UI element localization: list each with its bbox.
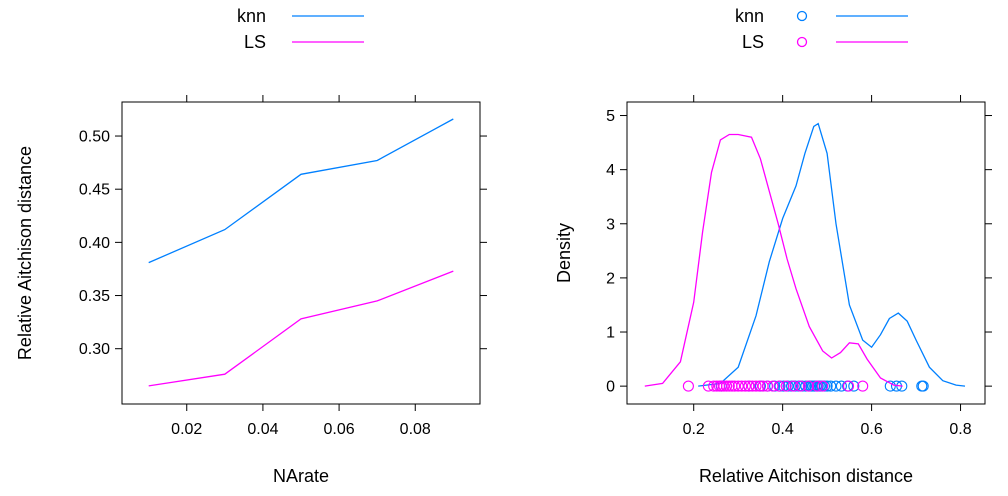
right-point-ls — [767, 380, 779, 392]
left-x-tick-label: 0.06 — [324, 421, 355, 438]
right-point-knn — [917, 380, 929, 392]
right-legend-label-ls: LS — [742, 32, 764, 52]
left-x-axis-label: NArate — [273, 466, 329, 486]
right-point-knn — [848, 380, 860, 392]
right-point-ls — [718, 380, 730, 392]
right-x-tick-label: 0.2 — [683, 421, 705, 438]
right-point-ls — [802, 380, 814, 392]
right-point-ls — [723, 380, 735, 392]
left-y-tick-label: 0.45 — [79, 182, 110, 199]
right-point-ls — [761, 380, 774, 392]
right-point-knn — [830, 380, 842, 392]
left-y-tick-label: 0.35 — [79, 288, 110, 305]
left-chart: knn LS 0.02 0.04 0.06 0.08 0.30 0.35 0.40 0.45… — [15, 6, 487, 486]
right-point-ls — [732, 380, 744, 392]
right-y-tick-label: 1 — [606, 325, 615, 342]
right-y-tick-label: 5 — [606, 108, 615, 125]
left-y-tick-label: 0.30 — [79, 341, 110, 358]
right-legend-marker-knn — [796, 10, 808, 22]
right-y-tick-label: 2 — [606, 270, 615, 287]
right-point-ls — [780, 380, 792, 392]
right-series-line-knn — [698, 122, 966, 387]
right-x-tick-label: 0.4 — [772, 421, 794, 438]
right-point-knn — [842, 380, 854, 392]
right-x-tick-label: 0.6 — [860, 421, 882, 438]
left-legend-label-ls: LS — [244, 32, 266, 52]
right-series-line-ls — [644, 133, 903, 387]
right-point-ls — [787, 380, 799, 392]
right-x-tick-label: 0.8 — [949, 421, 971, 438]
right-point-ls — [842, 380, 855, 392]
right-point-ls — [753, 380, 766, 392]
left-series-line-ls — [148, 270, 454, 387]
left-x-tick-label: 0.04 — [247, 421, 278, 438]
right-chart: knn LS 0.2 0.4 0.6 0.8 0 1 2 3 4 5 Relative Aitc… — [554, 6, 992, 486]
right-legend: knn LS — [735, 6, 908, 52]
right-legend-label-knn: knn — [735, 6, 764, 26]
left-y-axis-label: Relative Aitchison distance — [15, 146, 35, 360]
right-legend-marker-ls — [796, 36, 808, 48]
right-point-ls — [682, 380, 694, 392]
right-y-tick-label: 3 — [606, 216, 615, 233]
right-point-ls — [857, 380, 869, 392]
right-point-knn — [884, 380, 896, 392]
right-point-ls — [817, 380, 829, 392]
right-point-ls — [811, 380, 823, 392]
left-plot-frame — [121, 101, 481, 405]
right-point-ls — [746, 380, 758, 392]
left-y-tick-label: 0.50 — [79, 129, 110, 146]
right-point-ls — [721, 380, 733, 392]
left-x-ticks: 0.02 0.04 0.06 0.08 — [171, 95, 431, 438]
left-series-group — [148, 118, 454, 387]
right-point-ls — [743, 380, 755, 392]
right-y-tick-label: 4 — [606, 162, 615, 179]
right-plot-frame — [626, 101, 986, 405]
left-series-line-knn — [148, 118, 454, 264]
right-y-axis-label: Density — [554, 223, 574, 283]
right-point-knn — [896, 380, 908, 392]
left-x-tick-label: 0.08 — [400, 421, 431, 438]
right-point-ls — [729, 380, 741, 392]
left-x-tick-label: 0.02 — [171, 421, 202, 438]
right-series-group — [644, 122, 966, 392]
left-legend: knn LS — [237, 6, 364, 52]
right-point-ls — [794, 380, 806, 392]
right-point-ls — [773, 380, 785, 392]
right-point-knn — [835, 380, 847, 392]
right-point-ls — [702, 380, 714, 392]
right-point-ls — [736, 380, 748, 392]
left-legend-label-knn: knn — [237, 6, 266, 26]
right-point-knn — [825, 380, 837, 392]
right-point-ls — [739, 380, 751, 392]
right-x-ticks: 0.2 0.4 0.6 0.8 — [683, 95, 972, 438]
right-y-ticks: 0 1 2 3 4 5 — [606, 108, 992, 396]
right-x-axis-label: Relative Aitchison distance — [699, 466, 913, 486]
left-y-ticks: 0.30 0.35 0.40 0.45 0.50 — [79, 129, 487, 358]
right-point-knn — [800, 380, 812, 392]
right-y-tick-label: 0 — [606, 379, 615, 396]
right-point-ls — [750, 380, 762, 392]
left-y-tick-label: 0.40 — [79, 235, 110, 252]
